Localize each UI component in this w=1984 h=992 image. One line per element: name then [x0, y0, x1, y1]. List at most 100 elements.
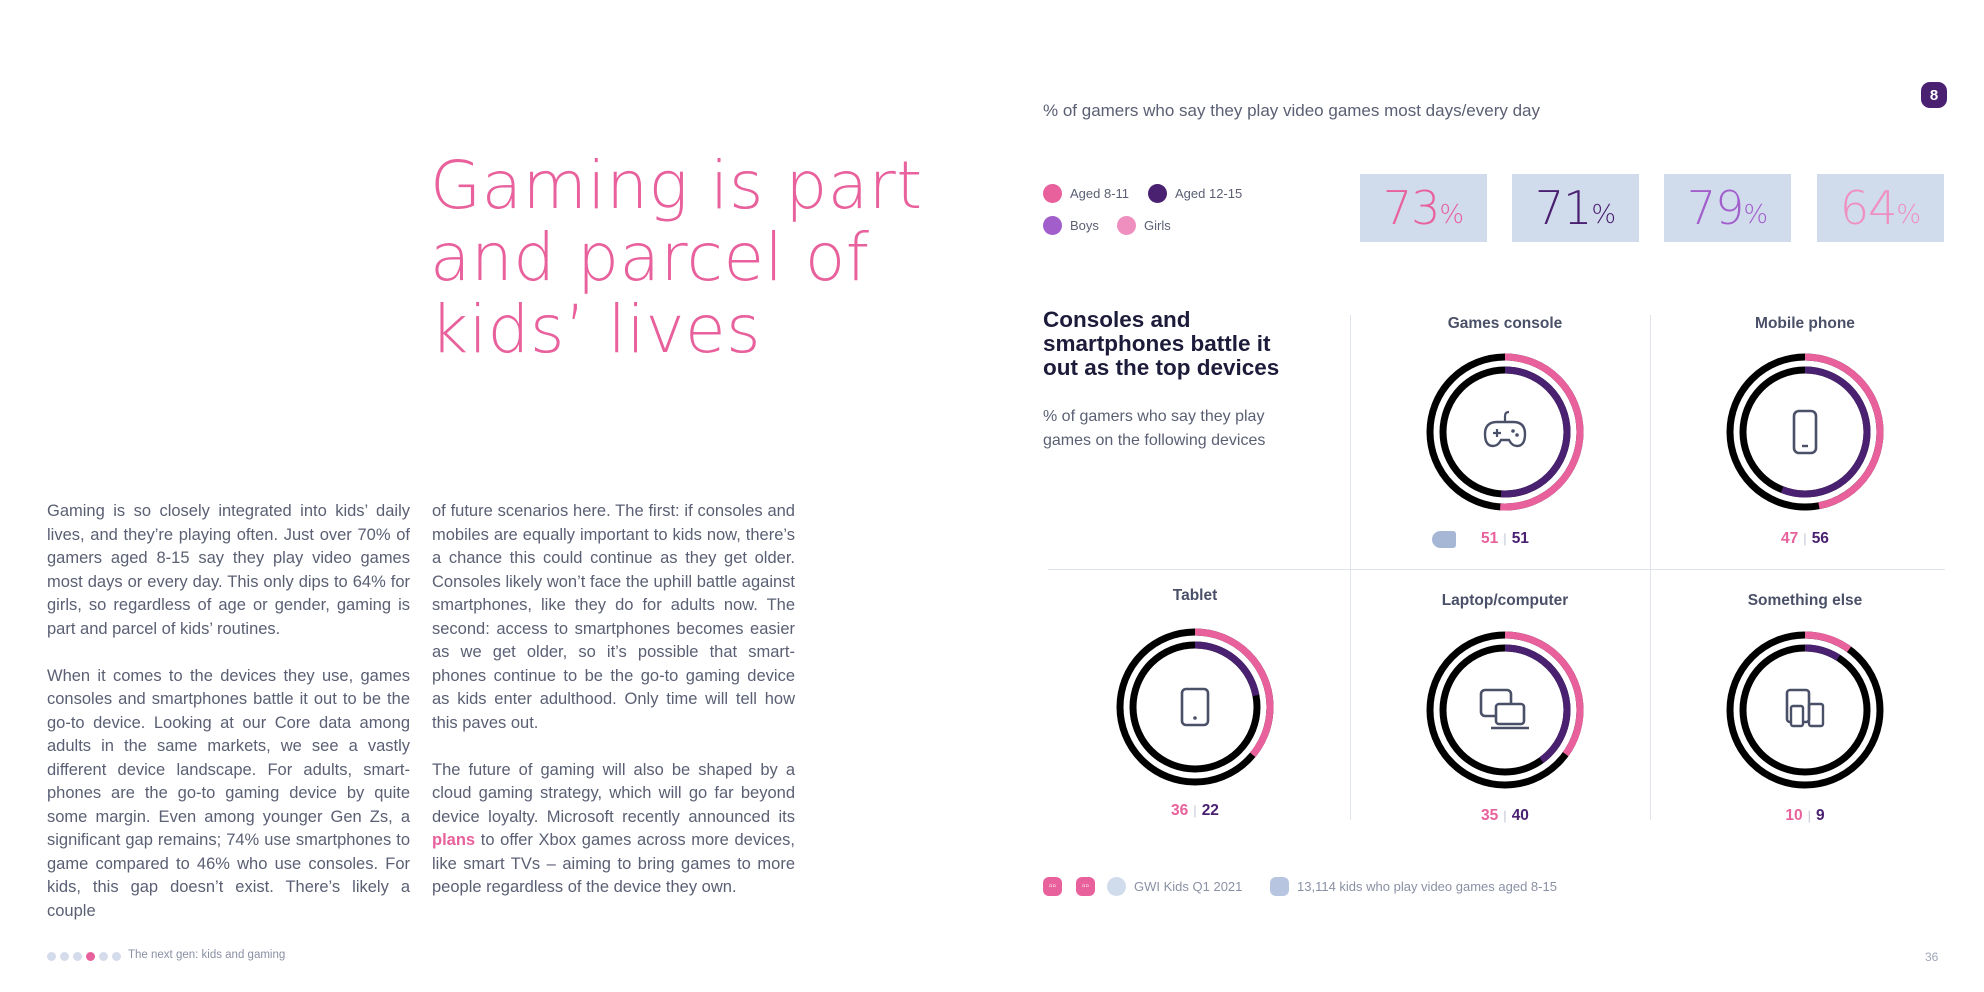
laptop-icon: [1479, 688, 1529, 730]
grid-divider: [1048, 569, 1945, 570]
stat-percent: %: [1896, 200, 1922, 230]
donut-arc-aged-12-15: [1739, 366, 1871, 498]
device-values: 36 | 22: [1085, 802, 1305, 820]
device-values: 51 | 51: [1395, 530, 1615, 548]
value-aged-8-11: 51: [1481, 530, 1499, 547]
globe-icon: [1107, 877, 1126, 896]
value-aged-8-11: 47: [1781, 530, 1799, 547]
stat-boys: 79%: [1664, 174, 1791, 242]
donut-chart: [1116, 628, 1274, 786]
chart-subtitle: % of gamers who say they play video game…: [1043, 101, 1541, 120]
grid-divider: [1650, 315, 1651, 820]
stat-percent: %: [1591, 200, 1617, 230]
body-paragraph: Gaming is so closely integrated into kid…: [47, 502, 410, 638]
donut-arc-aged-8-11: [1726, 631, 1884, 789]
inner-track: [1739, 644, 1871, 776]
legend-item-girls: Girls: [1117, 216, 1171, 235]
value-aged-12-15: 9: [1816, 807, 1825, 824]
stat-value: 73: [1382, 181, 1441, 235]
tag-icon: [1432, 531, 1456, 548]
stat-percent: %: [1439, 200, 1465, 230]
phone-icon: [1792, 409, 1818, 455]
donut-arc-aged-8-11: [1426, 631, 1584, 789]
legend-dot: [1043, 184, 1062, 203]
body-text: to offer Xbox games across more devices,…: [432, 831, 795, 896]
base-label: 13,114 kids who play video games aged 8-…: [1297, 879, 1557, 894]
value-separator: |: [1503, 808, 1507, 823]
donut-chart: [1426, 631, 1584, 789]
donut-arc-aged-8-11: [1426, 353, 1584, 511]
device-values: 47 | 56: [1695, 530, 1915, 548]
value-aged-8-11: 36: [1171, 802, 1189, 819]
value-aged-8-11: 10: [1785, 807, 1803, 824]
donut-chart: [1726, 353, 1884, 511]
footer-series-swatches: ▫▫ ▫▫: [1043, 877, 1095, 896]
donut-arc-aged-8-11: [1116, 628, 1274, 786]
plans-link[interactable]: plans: [432, 831, 476, 849]
value-aged-8-11: 35: [1481, 807, 1499, 824]
stat-percent: %: [1743, 200, 1769, 230]
progress-dot: [47, 952, 56, 961]
donut-arc-aged-8-11: [1726, 353, 1884, 511]
value-aged-12-15: 51: [1511, 530, 1529, 547]
device-title: Something else: [1747, 592, 1863, 609]
stat-girls: 64%: [1817, 174, 1944, 242]
page-badge: 8: [1921, 82, 1947, 108]
stat-aged-8-11: 73%: [1360, 174, 1487, 242]
device-title: Mobile phone: [1755, 315, 1855, 332]
device-values: 35 | 40: [1395, 807, 1615, 825]
value-separator: |: [1803, 531, 1807, 546]
value-aged-12-15: 22: [1201, 802, 1219, 819]
legend-item-boys: Boys: [1043, 216, 1099, 235]
body-column-2: of future scenarios here. The first: if …: [432, 500, 795, 923]
gamepad-icon: [1483, 410, 1527, 448]
donut-arc-aged-12-15: [1129, 641, 1261, 773]
donut-chart: [1426, 353, 1584, 511]
page-title: Gaming is part and parcel of kids’ lives: [430, 147, 923, 368]
legend-item-aged-8-11: Aged 8-11: [1043, 184, 1129, 203]
legend-label: Aged 8-11: [1070, 186, 1130, 201]
grid-divider: [1350, 315, 1351, 820]
value-separator: |: [1503, 531, 1507, 546]
report-title: The next gen: kids and gaming: [128, 949, 286, 961]
people-icon: [1270, 877, 1289, 896]
value-separator: |: [1193, 803, 1197, 818]
legend-label: Girls: [1144, 218, 1171, 233]
progress-dots: [47, 952, 121, 961]
aged-8-11-swatch: ▫▫: [1043, 877, 1062, 896]
section-subtitle: % of gamers who say they play games on t…: [1043, 408, 1266, 449]
body-column-1: Gaming is so closely integrated into kid…: [47, 500, 410, 947]
stat-value: 71: [1534, 181, 1593, 235]
legend-label: Aged 12-15: [1175, 186, 1243, 201]
progress-dot: [112, 952, 121, 961]
progress-dot: [60, 952, 69, 961]
donut-arc-aged-12-15: [1439, 366, 1571, 498]
legend-dot: [1043, 216, 1062, 235]
legend-dot: [1117, 216, 1136, 235]
legend-label: Boys: [1070, 218, 1099, 233]
device-title: Tablet: [1172, 587, 1218, 604]
value-aged-12-15: 40: [1511, 807, 1529, 824]
aged-12-15-swatch: ▫▫: [1076, 877, 1095, 896]
value-separator: |: [1807, 808, 1811, 823]
section-title: Consoles and smartphones battle it out a…: [1043, 307, 1280, 380]
legend-dot: [1148, 184, 1167, 203]
body-text: The future of gaming will also be shaped…: [432, 760, 795, 826]
device-title: Laptop/computer: [1441, 592, 1569, 609]
body-paragraph: The future of gaming will also be shaped…: [432, 759, 795, 900]
progress-dot: [99, 952, 108, 961]
value-aged-12-15: 56: [1811, 530, 1829, 547]
body-paragraph: of future scenarios here. The first: if …: [432, 502, 795, 732]
tablet-icon: [1180, 687, 1210, 727]
footer-source: GWI Kids Q1 2021: [1107, 877, 1242, 896]
stat-aged-12-15: 71%: [1512, 174, 1639, 242]
legend-item-aged-12-15: Aged 12-15: [1148, 184, 1242, 203]
body-paragraph: When it comes to the devices they use, g…: [47, 666, 410, 920]
donut-arc-aged-12-15: [1739, 644, 1871, 776]
outer-track: [1726, 631, 1884, 789]
footer-base: 13,114 kids who play video games aged 8-…: [1270, 877, 1557, 896]
donut-chart: [1726, 631, 1884, 789]
stat-value: 79: [1686, 181, 1745, 235]
devices-icon: [1785, 688, 1825, 728]
page-number: 36: [1925, 950, 1939, 964]
